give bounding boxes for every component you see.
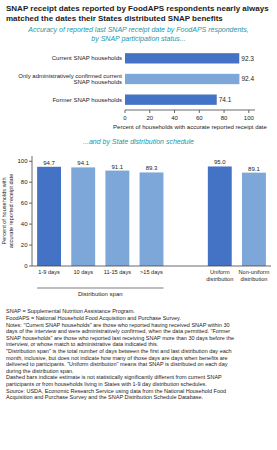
- x-tick: [199, 110, 200, 113]
- chart-vertical-bars: 94.7 1-9 days 94.1 10 days 91.1 11-15 days 89.…: [0, 146, 277, 306]
- x-tick: [125, 110, 126, 113]
- bar: [105, 171, 129, 266]
- category-label: Uniformdistribution: [206, 269, 233, 282]
- data-label: 95.0: [214, 160, 226, 166]
- subtitle: Accuracy of reported last SNAP receipt d…: [6, 26, 271, 35]
- text-line: distribution: [240, 276, 267, 282]
- data-label: 89.1: [248, 166, 260, 172]
- y-tick-label: 20: [21, 242, 28, 248]
- data-label: 94.7: [43, 160, 55, 166]
- category-label: 10 days: [73, 269, 93, 275]
- x-tick-label: 20: [146, 114, 153, 120]
- bars: [37, 167, 266, 267]
- data-label: 74.1: [219, 96, 232, 103]
- text-line: Former SNAP households: [52, 96, 122, 102]
- text-line: >15 days: [140, 269, 163, 275]
- y-axis-label: Percent of households withaccurate repor…: [1, 174, 14, 249]
- text-line: Non-uniform: [239, 269, 270, 275]
- data-label: 92.3: [241, 54, 254, 61]
- category-label: Former SNAP households: [52, 96, 122, 102]
- data-label: 91.1: [112, 164, 124, 170]
- text-line: 11-15 days: [104, 269, 131, 275]
- category-label: Current SNAP households: [52, 55, 122, 61]
- text-line: Only administratively confirmed current: [18, 72, 122, 78]
- data-label: 89.3: [146, 166, 158, 172]
- category-label: Non-uniformdistribution: [239, 269, 270, 282]
- text-line: distribution: [206, 276, 233, 282]
- y-tick: [29, 224, 32, 225]
- bar: [125, 74, 239, 84]
- x-tick: [248, 110, 249, 113]
- text-line: SNAP households: [73, 79, 122, 85]
- text-line: 1-9 days: [38, 269, 60, 275]
- x-axis-line: [125, 109, 255, 110]
- y-tick: [29, 203, 32, 204]
- span-bracket: [37, 288, 163, 289]
- bar: [125, 53, 239, 63]
- text-line: accurate reported receipt date: [8, 174, 14, 249]
- annotation: Distribution span: [78, 291, 123, 297]
- x-axis-line: [32, 266, 271, 267]
- x-tick: [174, 110, 175, 113]
- y-axis-line: [32, 156, 33, 266]
- bar: [37, 167, 61, 266]
- y-tick-label: 40: [21, 222, 28, 228]
- text-line: 10 days: [73, 269, 93, 275]
- y-tick-label: 60: [21, 201, 28, 207]
- text-line: Current SNAP households: [52, 55, 122, 61]
- subtitle: by SNAP participation status...: [6, 35, 271, 44]
- y-tick: [29, 245, 32, 246]
- category-label: 1-9 days: [38, 269, 60, 275]
- x-tick-label: 100: [244, 114, 255, 120]
- data-label: 92.4: [241, 75, 254, 82]
- text-line: Uniform: [210, 269, 230, 275]
- y-tick: [29, 182, 32, 183]
- title: SNAP receipt dates reported by FoodAPS r…: [6, 4, 271, 23]
- x-axis-label: Percent of households with accurate repo…: [113, 124, 267, 130]
- x-tick-label: 40: [171, 114, 178, 120]
- footnote: SNAP = Supplemental Nutrition Assistance…: [6, 308, 271, 400]
- y-tick-label: 100: [17, 159, 28, 165]
- category-label: Only administratively confirmed currentS…: [18, 72, 122, 85]
- bar: [140, 173, 164, 267]
- bar: [242, 173, 266, 266]
- x-tick-label: 80: [221, 114, 228, 120]
- x-tick-label: 0: [123, 114, 127, 120]
- x-tick: [224, 110, 225, 113]
- y-tick-label: 80: [21, 180, 28, 186]
- bar: [71, 168, 95, 267]
- bar: [125, 94, 217, 104]
- category-label: 11-15 days: [104, 269, 131, 275]
- y-tick: [29, 266, 32, 267]
- page: SNAP receipt dates reported by FoodAPS r…: [0, 0, 277, 401]
- data-label: 94.1: [77, 161, 89, 167]
- bar: [208, 167, 232, 267]
- y-tick: [29, 161, 32, 162]
- x-tick: [149, 110, 150, 113]
- bars: [125, 53, 239, 105]
- text-line: Percent of households with: [1, 178, 7, 245]
- x-tick-label: 60: [196, 114, 203, 120]
- chart-horizontal-bars: 92.3 Current SNAP households 92.4 Only admi…: [0, 44, 277, 136]
- y-tick-label: 0: [24, 263, 28, 269]
- category-label: >15 days: [140, 269, 163, 275]
- subtitle: ...and by State distribution schedule: [6, 138, 271, 147]
